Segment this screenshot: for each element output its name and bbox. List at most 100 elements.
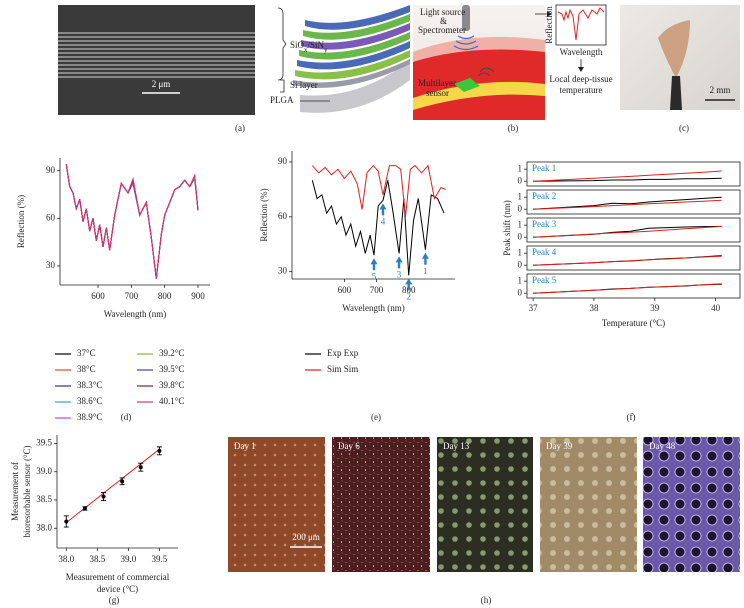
annotation-arrow	[395, 256, 403, 269]
panel-label: (g)	[109, 595, 120, 605]
y-axis-label: Peak shift (nm)	[502, 200, 512, 256]
layer-label: SiOx/SiNy	[290, 40, 328, 54]
film	[658, 20, 690, 78]
x-axis-label: device (°C)	[97, 584, 138, 594]
x-axis-label: Temperature (°C)	[602, 318, 665, 328]
annotation-label: 3	[397, 269, 402, 279]
micrograph	[332, 437, 430, 572]
series-line	[533, 170, 722, 182]
y-tick-label: 0	[518, 175, 523, 185]
layer-stack	[293, 5, 410, 113]
panel-label: (c)	[679, 123, 689, 133]
legend-label: 39.2°C	[159, 348, 184, 358]
day-label: Day 1	[234, 441, 256, 451]
y-tick-label: 1	[518, 163, 523, 173]
y-tick-label: 38.0	[36, 522, 52, 532]
legend-label: 40.1°C	[159, 396, 184, 406]
panel-label: (h)	[481, 595, 492, 605]
subplot-label: Peak 4	[532, 247, 557, 257]
annotation-arrow	[379, 203, 387, 216]
micrograph	[540, 437, 637, 572]
series-line	[533, 283, 722, 294]
layer-label-part: SiO	[290, 40, 305, 50]
source-label: &	[440, 16, 447, 26]
series-line	[533, 199, 722, 210]
y-axis-label: Reflection (%)	[259, 188, 269, 241]
series-line	[65, 164, 199, 279]
scale-label: 2 μm	[152, 79, 171, 89]
legend-label: 38°C	[77, 364, 96, 374]
x-tick-label: 800	[158, 291, 172, 301]
sem-layers	[58, 32, 255, 78]
y-tick-label: 1	[518, 247, 523, 257]
x-tick-label: 600	[91, 291, 105, 301]
y-tick-label: 1	[518, 275, 523, 285]
legend-label: 38.9°C	[77, 412, 102, 422]
x-tick-label: 700	[125, 291, 139, 301]
y-tick-label: 0	[518, 203, 523, 213]
y-tick-label: 0	[518, 287, 523, 297]
series-line	[533, 225, 722, 238]
result-label: Local deep-tissue	[549, 74, 612, 84]
bracket	[277, 7, 287, 81]
panel-c: 2 mm (c)	[620, 5, 740, 133]
y-tick-label: 30	[278, 266, 288, 276]
panel-label: (f)	[627, 412, 636, 422]
y-tick-label: 1	[518, 191, 523, 201]
result-label: temperature	[560, 85, 603, 95]
x-tick-label: 39.0	[120, 554, 136, 564]
y-tick-label: 39.0	[36, 466, 52, 476]
subplot-label: Peak 3	[532, 219, 557, 229]
panel-label: (e)	[371, 412, 381, 422]
legend-label: Sim Sim	[327, 364, 358, 374]
y-tick-label: 1	[518, 219, 523, 229]
series-line	[533, 196, 722, 210]
layer-label-sub: y	[324, 46, 328, 54]
micrograph	[437, 437, 533, 572]
source-label: Light source	[420, 7, 465, 17]
point	[64, 519, 69, 524]
subplot-frame	[526, 161, 741, 187]
point	[101, 494, 106, 499]
annotation-arrow	[421, 252, 429, 265]
panel-b: Light source & Spectrometer Multilayer s…	[413, 4, 613, 133]
legend-label: Exp Exp	[327, 348, 359, 358]
subplot-frame	[526, 273, 741, 299]
micrograph	[643, 437, 740, 572]
y-axis-label: Reflection (%)	[16, 195, 26, 248]
point	[120, 479, 125, 484]
day-label: Day 13	[443, 441, 470, 451]
scale-label: 200 μm	[292, 532, 320, 542]
series-line	[311, 180, 445, 276]
source-label: Spectrometer	[418, 25, 466, 35]
annotation-label: 4	[381, 216, 386, 226]
fit-line	[65, 448, 160, 523]
point	[157, 448, 162, 453]
y-tick-label: 0	[518, 259, 523, 269]
panel-h: Day 1 Day 6 Day 13 Day 39 Day 48 200 μm	[228, 437, 740, 572]
series-line	[533, 255, 722, 266]
panel-a: 2 μm SiOx/SiNy Si layer PLGA (a)	[58, 5, 410, 133]
day-label: Day 48	[649, 441, 676, 451]
y-tick-label: 90	[46, 165, 56, 175]
x-axis-label: Wavelength (nm)	[104, 309, 167, 319]
x-axis-label: Wavelength (nm)	[342, 303, 405, 313]
plga-label: PLGA	[270, 95, 294, 105]
y-axis-label: Measurement of	[10, 462, 20, 521]
x-tick-label: 38.5	[89, 554, 105, 564]
subplot-label: Peak 1	[532, 163, 556, 173]
x-tick-label: 40	[711, 303, 721, 313]
x-tick-label: 37	[529, 303, 539, 313]
point	[138, 465, 143, 470]
y-tick-label: 39.5	[36, 438, 52, 448]
legend-label: 38.6°C	[77, 396, 102, 406]
series-line	[311, 164, 446, 217]
x-tick-label: 38	[589, 303, 599, 313]
panel-label: (d)	[121, 412, 132, 422]
legend-label: 38.3°C	[77, 380, 102, 390]
annotation-label: 1	[423, 266, 428, 276]
subplot-label: Peak 5	[532, 275, 557, 285]
y-tick-label: 60	[46, 212, 56, 222]
layer-label-part: /SiN	[308, 40, 325, 50]
layer-label-sub: x	[304, 46, 308, 54]
